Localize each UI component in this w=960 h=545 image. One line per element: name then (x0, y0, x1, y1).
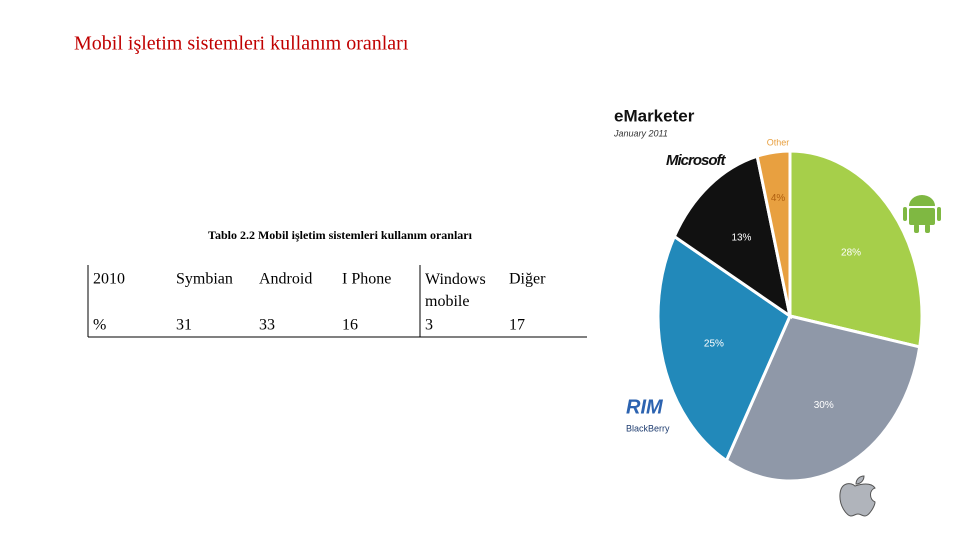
value-label: 13% (731, 232, 751, 243)
slide-title: Mobil işletim sistemleri kullanım oranla… (74, 33, 409, 55)
table-cell: % (93, 317, 106, 334)
table-cell: 17 (509, 317, 525, 334)
value-label: 28% (841, 248, 861, 259)
chart-subtitle: January 2011 (613, 128, 668, 138)
table-cell: I Phone (342, 271, 391, 288)
pie-slice (755, 149, 792, 317)
table-cell: Android (259, 271, 312, 288)
pie-slice (656, 234, 792, 463)
table-cell: 3 (425, 317, 433, 334)
table-cell: 33 (259, 317, 275, 334)
pie: 28% 30% 25% 13% 4% (656, 149, 924, 483)
table-cell: Windows mobile (425, 271, 486, 310)
table-cell: 2010 (93, 271, 125, 288)
value-label: 30% (814, 400, 834, 411)
legend-label: Other (767, 137, 790, 147)
legend-label: RIM (626, 396, 664, 418)
value-label: 25% (704, 338, 724, 349)
table-cell: Diğer (509, 271, 546, 288)
annotation: BlackBerry (626, 423, 670, 433)
legend-label: Microsoft (666, 152, 727, 169)
table: 2010 Symbian Android I Phone Windows mobile Di… (93, 271, 546, 334)
apple-icon (839, 475, 876, 517)
pie-slice (672, 154, 793, 320)
pie-slice (724, 314, 922, 483)
android-icon (903, 195, 941, 233)
table-cell: Symbian (176, 271, 233, 288)
table-caption: Tablo 2.2 Mobil işletim sistemleri kulla… (208, 228, 473, 242)
table-cell: 16 (342, 317, 358, 334)
table-cell: 31 (176, 317, 192, 334)
pie-slice (788, 149, 924, 349)
value-label: 4% (771, 193, 786, 204)
chart-title: eMarketer (614, 106, 695, 125)
